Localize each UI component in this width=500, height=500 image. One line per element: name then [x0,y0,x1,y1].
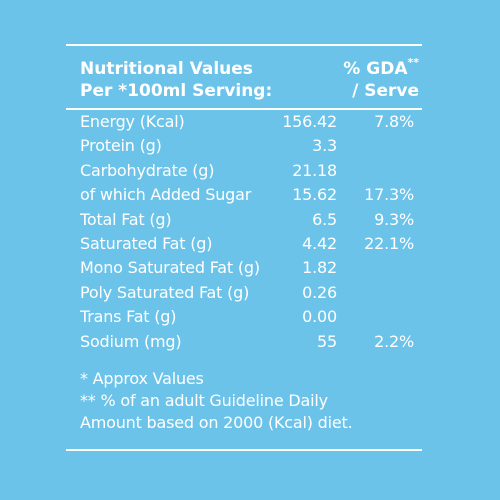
table-header-left: Nutritional Values Per *100ml Serving: [80,58,272,102]
header-title: Nutritional Values [80,59,253,79]
nutrient-label: Energy (Kcal) [80,112,185,131]
table-row: Trans Fat (g) 0.00 [80,305,420,329]
table-row: Carbohydrate (g) 21.18 [80,159,420,183]
nutrient-gda: 9.3% [374,209,414,229]
nutrient-label: Total Fat (g) [80,209,172,229]
nutrient-value: 3.3 [312,136,337,156]
table-row: of which Added Sugar 15.62 17.3% [80,183,420,207]
nutrient-gda: 22.1% [364,233,414,253]
bottom-divider [66,449,422,451]
header-gda: % GDA** [343,56,419,80]
table-header-right: % GDA** / Serve [343,56,419,102]
header-divider [66,108,422,110]
nutrient-label: Poly Saturated Fat (g) [80,282,250,302]
nutrient-value: 0.00 [302,307,337,327]
table-row: Protein (g) 3.3 [80,134,420,158]
header-serving: Per *100ml Serving: [80,81,273,101]
nutrient-value: 156.42 [282,112,337,131]
footnote-gda-line1: ** % of an adult Guideline Daily [80,391,328,410]
footnote-gda-line2: Amount based on 2000 (Kcal) diet. [80,413,353,432]
nutrient-gda: 2.2% [374,331,414,351]
nutrient-value: 6.5 [312,209,337,229]
nutrient-value: 4.42 [302,233,337,253]
table-row: Energy (Kcal) 156.42 7.8% [80,110,420,134]
nutrient-value: 1.82 [302,258,337,278]
table-row: Mono Saturated Fat (g) 1.82 [80,256,420,280]
table-row: Sodium (mg) 55 2.2% [80,330,420,354]
nutrition-table: Energy (Kcal) 156.42 7.8% Protein (g) 3.3 Car… [80,110,420,354]
nutrient-value: 15.62 [292,185,337,205]
nutrient-label: Sodium (mg) [80,331,182,351]
nutrient-label: Saturated Fat (g) [80,233,213,253]
table-row: Saturated Fat (g) 4.42 22.1% [80,232,420,256]
top-divider [66,44,422,46]
nutrient-gda: 17.3% [364,185,414,205]
header-gda-footnote-mark: ** [407,56,419,70]
footnotes: * Approx Values ** % of an adult Guideli… [80,368,353,434]
nutrient-gda: 7.8% [374,112,414,131]
nutrient-label: of which Added Sugar [80,185,252,205]
nutrient-label: Protein (g) [80,136,162,156]
nutrient-value: 55 [317,331,337,351]
header-gda-label: % GDA [343,59,408,79]
nutrient-label: Carbohydrate (g) [80,160,215,180]
header-per-serve: / Serve [352,81,419,101]
table-row: Poly Saturated Fat (g) 0.26 [80,281,420,305]
nutrient-label: Trans Fat (g) [80,307,177,327]
nutrient-value: 21.18 [292,160,337,180]
nutrient-label: Mono Saturated Fat (g) [80,258,260,278]
nutrient-value: 0.26 [302,282,337,302]
footnote-approx: * Approx Values [80,369,204,388]
table-row: Total Fat (g) 6.5 9.3% [80,208,420,232]
